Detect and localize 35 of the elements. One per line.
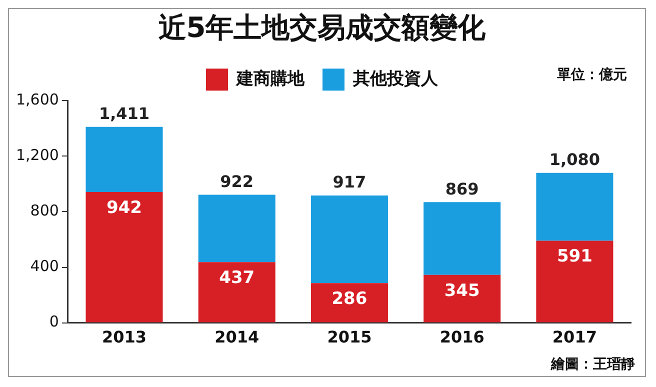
legend-label: 其他投資人 [352, 69, 439, 90]
y-tick-label: 400 [30, 257, 59, 276]
x-tick-label: 2015 [327, 328, 372, 347]
bar [424, 202, 501, 275]
bar [86, 126, 163, 192]
data-label: 591 [556, 246, 592, 267]
chart-title: 近5年土地交易成交額變化 [158, 11, 487, 44]
total-label: 922 [220, 172, 254, 191]
bar [536, 172, 614, 241]
data-label: 437 [219, 268, 255, 288]
y-tick-label: 800 [30, 202, 59, 220]
bar [424, 274, 501, 322]
text: 繪圖：王瑨靜 [550, 356, 635, 373]
y-tick-label: 1,600 [16, 90, 59, 108]
total-label: 869 [445, 179, 479, 198]
bar [310, 283, 388, 322]
bar [310, 195, 388, 284]
x-tick-label: 2017 [552, 328, 597, 347]
data-label: 286 [332, 289, 368, 310]
text: 單位：億元 [556, 66, 627, 84]
total-label: 917 [332, 172, 366, 192]
x-tick-label: 2016 [440, 328, 484, 347]
x-tick-label: 2014 [214, 328, 260, 347]
data-label: 345 [444, 280, 480, 301]
y-tick-label: 1,200 [16, 146, 59, 164]
bar [198, 262, 276, 322]
total-label: 1,080 [549, 150, 600, 169]
bar [536, 240, 614, 322]
bar [86, 192, 163, 322]
bar [198, 194, 276, 262]
x-tick-label: 2013 [102, 328, 147, 347]
data-label: 942 [106, 198, 142, 218]
y-tick-label: 0 [49, 312, 59, 331]
total-label: 1,411 [98, 104, 150, 124]
legend-label: 建商購地 [234, 69, 306, 90]
